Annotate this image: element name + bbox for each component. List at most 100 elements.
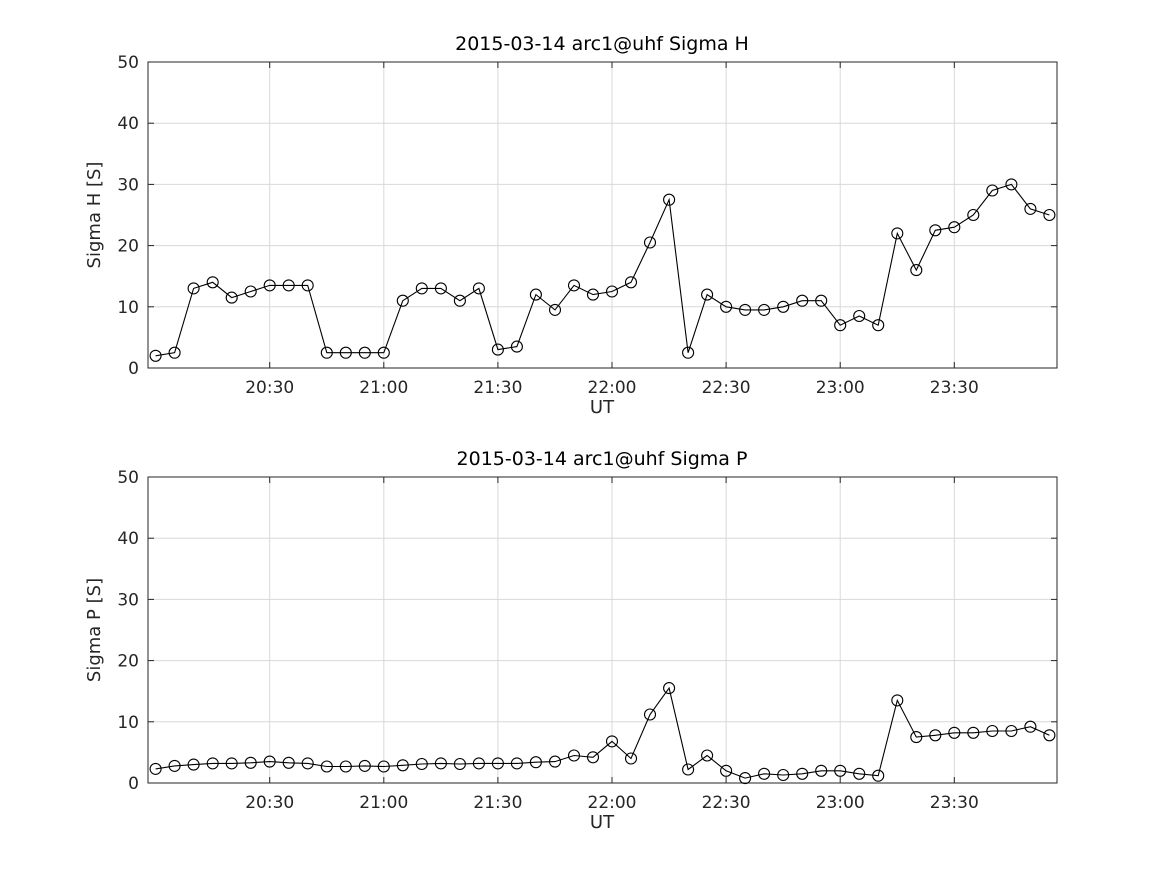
- data-point-marker: [758, 767, 771, 780]
- data-point-marker: [1024, 202, 1037, 215]
- data-point-marker: [282, 756, 295, 769]
- data-point-marker: [263, 755, 276, 768]
- data-point-marker: [682, 346, 695, 359]
- data-point-marker: [586, 751, 600, 764]
- axes-box: [147, 476, 1058, 784]
- x-tick-label: 22:00: [588, 378, 637, 398]
- data-point-marker: [853, 309, 866, 323]
- data-point-marker: [624, 276, 638, 289]
- y-tick-label: 30: [117, 175, 139, 195]
- data-point-marker: [567, 749, 581, 762]
- data-point-marker: [777, 768, 790, 782]
- data-point-marker: [434, 282, 447, 295]
- x-tick-label: 20:30: [245, 378, 294, 398]
- data-point-marker: [206, 757, 219, 770]
- data-point-marker: [815, 764, 828, 777]
- y-tick-label: 0: [128, 359, 139, 379]
- x-tick-label: 23:00: [816, 793, 865, 813]
- sigma-h-series: [149, 178, 1056, 362]
- data-point-marker: [758, 303, 771, 316]
- data-point-marker: [320, 346, 333, 359]
- data-point-marker: [663, 193, 676, 206]
- data-point-marker: [1024, 720, 1037, 733]
- data-point-marker: [244, 756, 257, 769]
- data-point-marker: [491, 343, 504, 356]
- x-axis-label: UT: [590, 397, 615, 418]
- data-point-marker: [643, 236, 657, 249]
- data-point-marker: [986, 184, 999, 197]
- data-point-marker: [891, 227, 904, 240]
- data-point-marker: [872, 769, 885, 782]
- data-point-marker: [1043, 729, 1056, 742]
- data-point-marker: [149, 349, 162, 362]
- data-point-marker: [225, 291, 238, 304]
- data-point-marker: [910, 264, 923, 277]
- y-tick-label: 50: [117, 468, 139, 488]
- data-point-marker: [206, 276, 219, 289]
- y-axis-label: Sigma H [S]: [84, 162, 105, 269]
- data-point-marker: [358, 346, 371, 359]
- data-point-marker: [891, 694, 904, 707]
- data-point-marker: [853, 767, 866, 780]
- data-point-marker: [396, 759, 409, 772]
- y-tick-label: 30: [117, 590, 139, 610]
- data-point-marker: [510, 757, 523, 770]
- data-point-marker: [149, 762, 162, 775]
- data-point-marker: [1043, 208, 1056, 222]
- data-point-marker: [510, 340, 523, 353]
- data-point-marker: [720, 300, 733, 313]
- grid-lines: [148, 61, 1057, 369]
- sigma-h-chart: 20:30 21:00 21:30 22:00 22:30 23:00 23:30 0 10 20…: [84, 33, 1058, 418]
- data-point-marker: [567, 279, 581, 292]
- x-tick-label: 23:00: [816, 378, 865, 398]
- data-point-marker: [682, 763, 695, 776]
- chart-title: 2015-03-14 arc1@uhf Sigma P: [457, 448, 748, 470]
- data-point-marker: [643, 708, 657, 721]
- x-tick-label: 22:30: [702, 793, 751, 813]
- data-point-marker: [434, 757, 447, 770]
- y-tick-label: 0: [128, 774, 139, 794]
- data-point-marker: [663, 682, 676, 695]
- data-point-marker: [929, 224, 942, 237]
- sigma-p-series: [149, 682, 1056, 785]
- tick-marks: [148, 61, 1057, 369]
- data-point-marker: [282, 279, 295, 292]
- data-point-marker: [834, 764, 847, 777]
- data-point-marker: [301, 757, 314, 770]
- data-point-marker: [396, 294, 409, 307]
- y-axis-label: Sigma P [S]: [84, 578, 105, 682]
- data-point-marker: [529, 756, 542, 769]
- tick-marks: [148, 476, 1057, 784]
- data-point-marker: [377, 346, 390, 359]
- y-tick-label: 20: [117, 652, 139, 672]
- y-tick-label: 40: [117, 114, 139, 134]
- data-point-marker: [701, 288, 714, 301]
- data-point-marker: [548, 755, 562, 768]
- y-tick-label: 10: [117, 298, 139, 318]
- data-point-marker: [472, 757, 485, 770]
- data-point-marker: [720, 764, 733, 777]
- data-point-marker: [796, 767, 809, 780]
- x-tick-label: 21:30: [473, 378, 522, 398]
- data-point-marker: [967, 726, 980, 739]
- data-point-marker: [986, 724, 999, 738]
- x-tick-label: 22:00: [588, 793, 637, 813]
- data-point-marker: [1005, 178, 1018, 191]
- x-axis-label: UT: [590, 812, 615, 833]
- y-tick-label: 10: [117, 713, 139, 733]
- data-point-marker: [453, 757, 466, 771]
- data-point-marker: [910, 731, 923, 744]
- y-tick-label: 50: [117, 53, 139, 73]
- data-point-marker: [339, 346, 352, 359]
- data-point-marker: [967, 208, 980, 222]
- data-point-marker: [739, 772, 752, 785]
- data-line: [155, 686, 1050, 779]
- data-point-marker: [263, 279, 276, 292]
- data-point-marker: [624, 752, 638, 765]
- tick-labels: 20:30 21:00 21:30 22:00 22:30 23:00 23:30 0 10 20…: [117, 468, 978, 813]
- data-point-marker: [187, 758, 200, 771]
- data-point-marker: [377, 760, 390, 773]
- data-point-marker: [815, 294, 828, 307]
